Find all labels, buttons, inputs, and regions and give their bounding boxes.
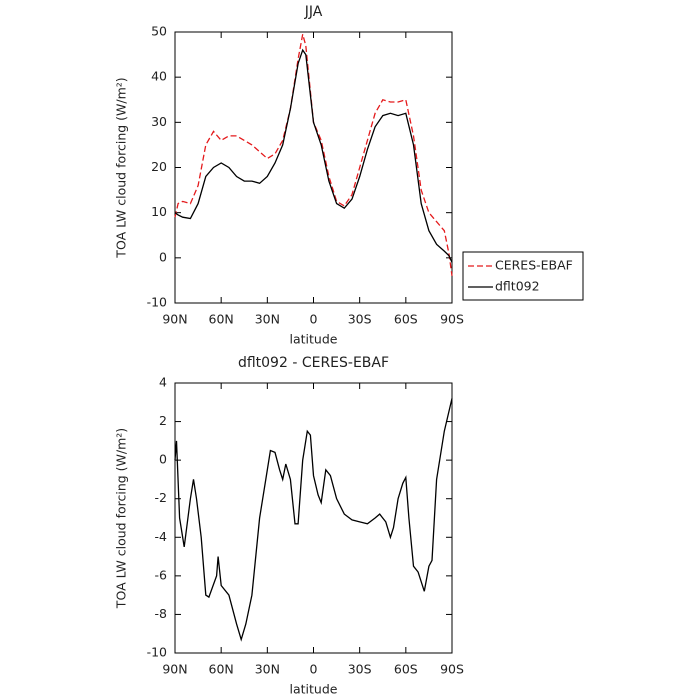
y-tick-label: -10 bbox=[147, 295, 167, 310]
y-tick-label: -10 bbox=[147, 645, 167, 660]
data-line bbox=[174, 34, 453, 276]
x-tick-label: 90S bbox=[440, 662, 464, 677]
x-tick-label: 0 bbox=[310, 312, 318, 327]
y-tick-label: 40 bbox=[151, 69, 167, 84]
y-tick-label: 20 bbox=[151, 159, 167, 174]
x-tick-label: 30N bbox=[255, 662, 280, 677]
y-tick-label: 4 bbox=[159, 375, 167, 390]
y-tick-label: -6 bbox=[155, 567, 168, 582]
y-tick-label: 50 bbox=[151, 24, 167, 39]
x-axis-label: latitude bbox=[290, 332, 338, 347]
chart-title: JJA bbox=[304, 4, 323, 20]
plot-frame bbox=[174, 382, 453, 654]
x-tick-label: 90N bbox=[162, 662, 187, 677]
x-tick-label: 30S bbox=[348, 312, 372, 327]
x-tick-label: 60N bbox=[209, 312, 234, 327]
data-line bbox=[174, 48, 453, 263]
y-tick-label: -8 bbox=[155, 606, 168, 621]
x-tick-label: 0 bbox=[310, 662, 318, 677]
chart-title: dflt092 - CERES-EBAF bbox=[238, 355, 389, 371]
x-tick-label: 60S bbox=[394, 312, 418, 327]
y-tick-label: 2 bbox=[159, 413, 167, 428]
data-line bbox=[174, 398, 453, 642]
y-tick-label: -2 bbox=[155, 490, 167, 505]
legend-label: dflt092 bbox=[495, 279, 540, 294]
plot-frame bbox=[174, 31, 453, 304]
y-tick-label: 0 bbox=[159, 249, 167, 264]
x-tick-label: 90N bbox=[162, 312, 187, 327]
y-tick-label: 0 bbox=[159, 452, 167, 467]
legend-box bbox=[462, 251, 584, 301]
y-tick-label: 30 bbox=[151, 114, 167, 129]
x-tick-label: 90S bbox=[440, 312, 464, 327]
x-tick-label: 30S bbox=[348, 662, 372, 677]
legend-label: CERES-EBAF bbox=[495, 258, 573, 273]
x-tick-label: 60N bbox=[209, 662, 234, 677]
y-axis-label: TOA LW cloud forcing (W/m²) bbox=[114, 77, 129, 258]
x-axis-label: latitude bbox=[290, 682, 338, 697]
y-axis-label: TOA LW cloud forcing (W/m²) bbox=[114, 428, 129, 609]
x-tick-label: 60S bbox=[394, 662, 418, 677]
y-tick-label: -4 bbox=[155, 529, 168, 544]
y-tick-label: 10 bbox=[151, 204, 167, 219]
x-tick-label: 30N bbox=[255, 312, 280, 327]
